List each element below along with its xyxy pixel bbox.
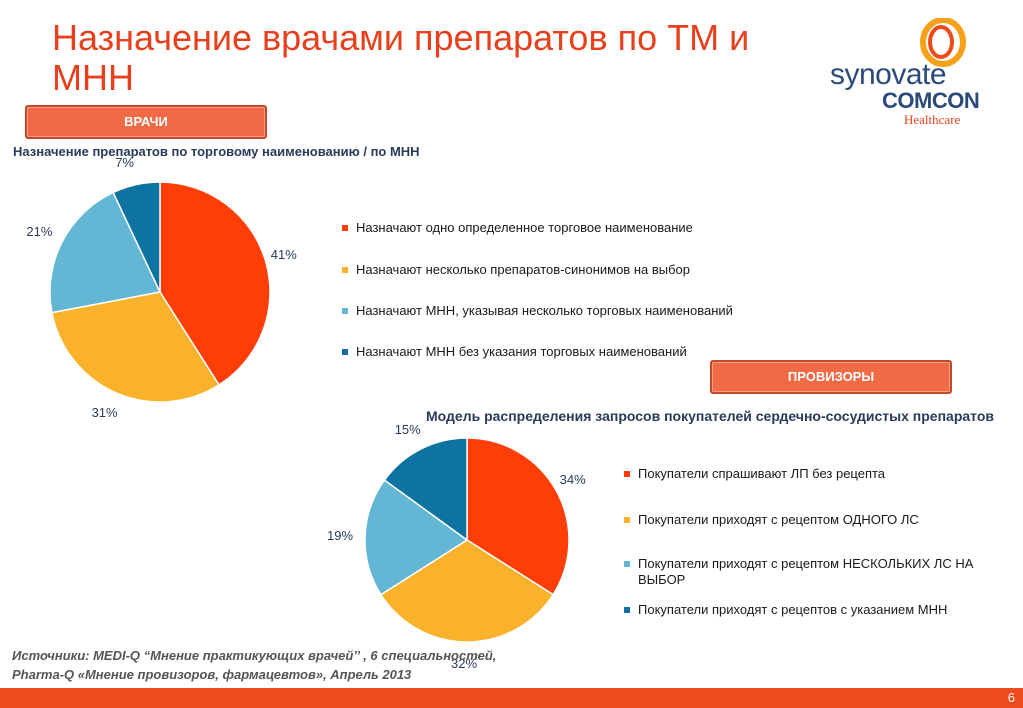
pharmacists-button[interactable]: ПРОВИЗОРЫ: [710, 360, 952, 394]
chart2-slice-3: [364, 478, 469, 596]
page-number: 6: [1007, 690, 1015, 705]
chart1-label-4: 7%: [115, 155, 134, 171]
chart1-legend-item-2: Назначают несколько препаратов-синонимов…: [342, 262, 776, 278]
source-line-2: Pharma-Q «Мнение провизоров, фармацевтов…: [12, 667, 412, 682]
chart1-label-3: 21%: [26, 224, 53, 240]
source-line-1: Источники: MEDI-Q “Мнение практикующих в…: [12, 648, 497, 663]
chart1-legend-swatch-3: [342, 308, 348, 314]
footer-bar: [0, 688, 1023, 708]
source-note: Источники: MEDI-Q “Мнение практикующих в…: [12, 646, 572, 684]
chart2-legend-item-2: Покупатели приходят с рецептом ОДНОГО ЛС: [624, 512, 1023, 528]
chart2-legend-item-1: Покупатели спрашивают ЛП без рецепта: [624, 466, 1023, 482]
logo-ring-icon: [920, 18, 966, 67]
chart1-legend-text-3: Назначают МНН, указывая несколько торгов…: [356, 303, 733, 318]
chart1-slice-4: [112, 181, 161, 293]
chart2-legend-swatch-3: [624, 561, 630, 567]
chart1-label-2: 31%: [91, 405, 118, 421]
chart2-legend-text-3: Покупатели приходят с рецептом НЕСКОЛЬКИ…: [638, 556, 974, 587]
chart2-label-3: 19%: [327, 528, 354, 544]
chart1-legend-swatch-2: [342, 267, 348, 273]
chart1-legend-text-2: Назначают несколько препаратов-синонимов…: [356, 262, 691, 277]
chart1-legend-item-4: Назначают МНН без указания торговых наим…: [342, 344, 776, 360]
synovate-comcon-logo: synovate COMCON Healthcare: [830, 18, 1010, 128]
chart1-title: Назначение препаратов по торговому наиме…: [13, 144, 420, 159]
chart2-slice-2: [379, 539, 555, 643]
chart2-label-4: 15%: [394, 421, 421, 437]
chart1-label-1: 41%: [270, 247, 297, 263]
logo-brand: synovate: [830, 58, 947, 91]
chart2-legend-swatch-4: [624, 607, 630, 613]
doctors-button[interactable]: ВРАЧИ: [25, 105, 267, 139]
chart2-legend-text-4: Покупатели приходят с рецептов с указани…: [638, 602, 948, 617]
chart1-slice-3: [49, 191, 162, 314]
logo-tag: Healthcare: [904, 112, 961, 127]
chart2-label-2: 32%: [451, 656, 478, 671]
chart1-legend-item-3: Назначают МНН, указывая несколько торгов…: [342, 303, 776, 319]
chart2-title: Модель распределения запросов покупателе…: [426, 408, 994, 424]
chart2-legend-item-4: Покупатели приходят с рецептов с указани…: [624, 602, 1023, 618]
chart2-legend-item-3: Покупатели приходят с рецептом НЕСКОЛЬКИ…: [624, 556, 1023, 588]
chart2-slice-4: [383, 437, 468, 542]
chart1-legend-swatch-1: [342, 225, 348, 231]
chart1-slice-2: [51, 291, 220, 403]
chart2-legend-text-1: Покупатели спрашивают ЛП без рецепта: [638, 466, 886, 481]
chart1-legend-swatch-4: [342, 349, 348, 355]
page-title: Назначение врачами препаратов по ТМ и МН…: [52, 17, 750, 98]
chart1-legend-text-4: Назначают МНН без указания торговых наим…: [356, 344, 687, 359]
chart2-legend-text-2: Покупатели приходят с рецептом ОДНОГО ЛС: [638, 512, 919, 527]
chart1-legend-item-1: Назначают одно определенное торговое наи…: [342, 220, 776, 236]
chart1-legend-text-1: Назначают одно определенное торговое наи…: [356, 220, 693, 235]
chart2-label-1: 34%: [559, 472, 586, 488]
chart2-legend-swatch-1: [624, 471, 630, 477]
logo-sub: COMCON: [882, 88, 980, 113]
chart2-legend-swatch-2: [624, 517, 630, 523]
